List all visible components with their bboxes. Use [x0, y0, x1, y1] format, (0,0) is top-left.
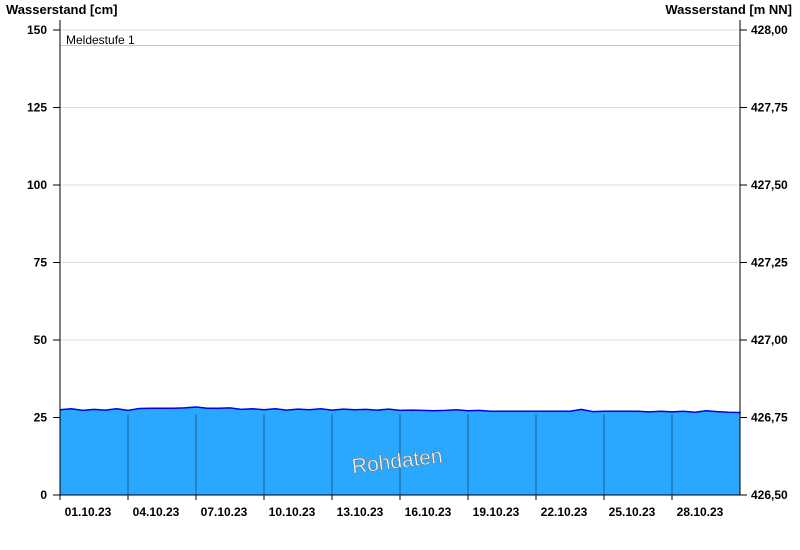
right-tick-label: 426,50	[751, 488, 788, 502]
left-tick-label: 100	[27, 178, 47, 192]
x-tick-label: 22.10.23	[541, 505, 588, 519]
x-tick-label: 04.10.23	[133, 505, 180, 519]
right-tick-label: 427,00	[751, 333, 788, 347]
water-level-line	[59, 406, 741, 415]
x-tick-label: 19.10.23	[473, 505, 520, 519]
x-tick-label: 16.10.23	[405, 505, 452, 519]
left-tick-label: 75	[34, 256, 48, 270]
left-tick-label: 150	[27, 23, 47, 37]
x-tick-label: 13.10.23	[337, 505, 384, 519]
right-tick-label: 427,75	[751, 101, 788, 115]
left-tick-label: 25	[34, 411, 48, 425]
right-tick-label: 428,00	[751, 23, 788, 37]
x-tick-label: 01.10.23	[65, 505, 112, 519]
threshold-label: Meldestufe 1	[66, 33, 135, 47]
x-tick-label: 28.10.23	[677, 505, 724, 519]
left-tick-label: 0	[40, 488, 47, 502]
right-tick-label: 427,50	[751, 178, 788, 192]
right-tick-label: 427,25	[751, 256, 788, 270]
right-axis-title: Wasserstand [m NN]	[665, 2, 792, 17]
left-axis-title: Wasserstand [cm]	[6, 2, 118, 17]
x-tick-label: 07.10.23	[201, 505, 248, 519]
left-tick-label: 50	[34, 333, 48, 347]
x-tick-label: 25.10.23	[609, 505, 656, 519]
right-tick-label: 426,75	[751, 411, 788, 425]
x-tick-label: 10.10.23	[269, 505, 316, 519]
left-tick-label: 125	[27, 101, 47, 115]
